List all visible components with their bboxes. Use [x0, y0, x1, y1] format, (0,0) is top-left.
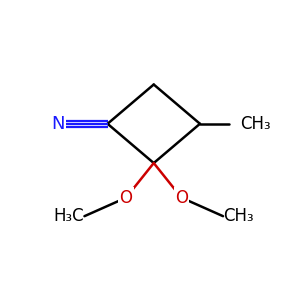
Text: N: N — [51, 115, 64, 133]
Text: CH₃: CH₃ — [240, 115, 271, 133]
Text: O: O — [119, 189, 133, 207]
Text: O: O — [175, 189, 188, 207]
Text: H₃C: H₃C — [54, 207, 85, 225]
Text: CH₃: CH₃ — [223, 207, 254, 225]
